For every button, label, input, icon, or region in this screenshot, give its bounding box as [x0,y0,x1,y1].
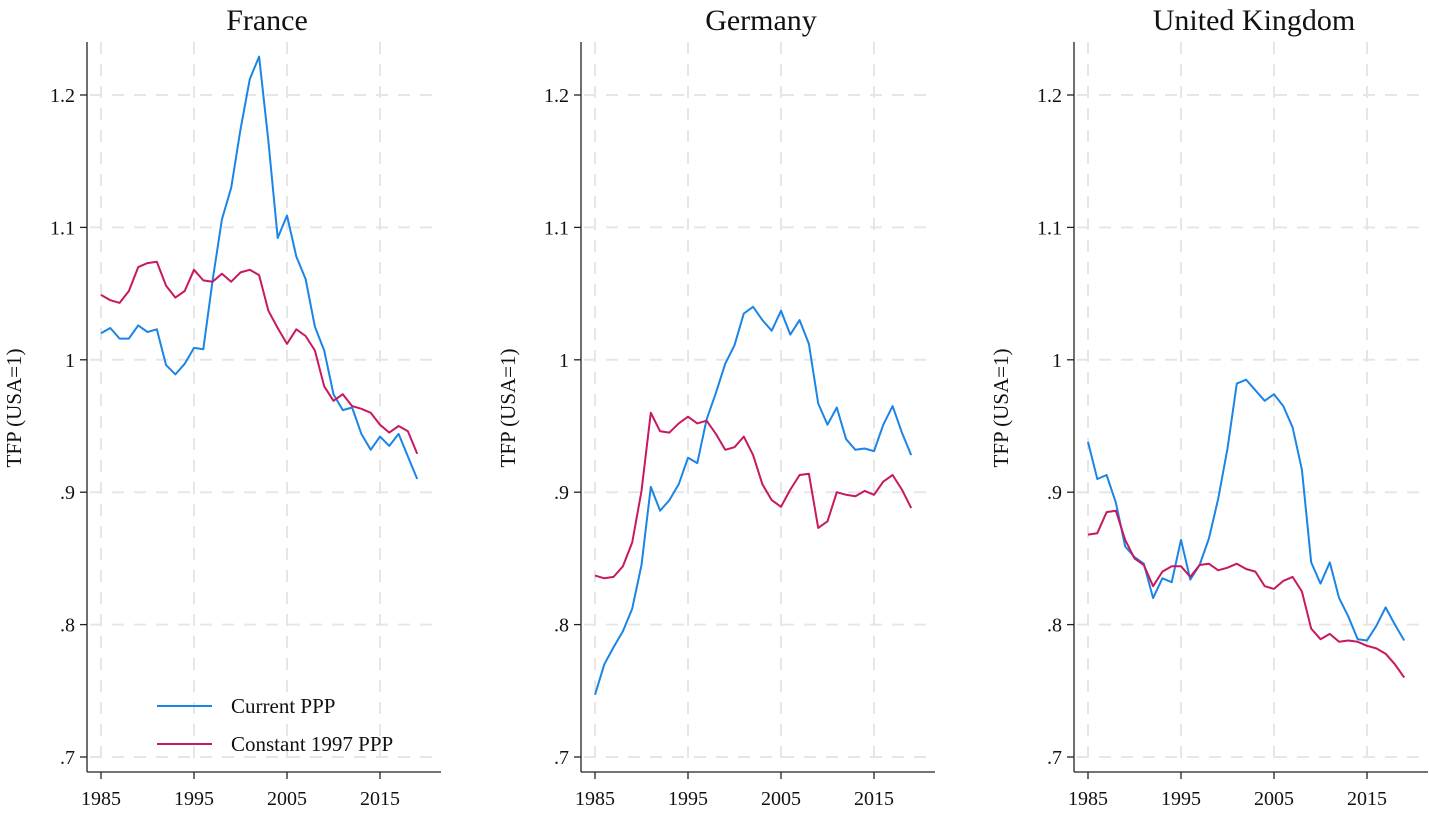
y-tick-label: .7 [554,747,569,769]
y-tick-label: 1.1 [544,217,569,239]
y-tick-label: .9 [60,482,75,504]
y-tick-label: 1 [65,350,75,372]
y-tick-label: .7 [60,747,75,769]
y-tick-label: .8 [554,615,569,637]
series-line-constant-1997-ppp [1087,509,1406,679]
y-tick-label: 1.2 [50,85,75,107]
panel-title: United Kingdom [1153,4,1356,37]
x-tick-label: 2015 [360,788,400,810]
y-axis-label: TFP (USA=1) [989,348,1013,467]
y-tick-label: 1.2 [544,85,569,107]
y-axis-label: TFP (USA=1) [496,348,520,467]
y-tick-label: .9 [554,482,569,504]
x-tick-label: 1985 [81,788,121,810]
x-tick-label: 2005 [761,788,801,810]
series-line-current-ppp [1087,378,1406,642]
y-tick-label: 1.2 [1037,85,1062,107]
series-line-current-ppp [594,305,913,696]
x-tick-label: 1995 [668,788,708,810]
y-axis-label: TFP (USA=1) [2,348,26,467]
y-tick-label: .8 [1047,615,1062,637]
series-line-constant-1997-ppp [594,411,913,580]
y-tick-label: 1 [1052,350,1062,372]
x-tick-label: 1995 [1161,788,1201,810]
panel-title: France [226,4,308,37]
y-tick-label: 1 [559,350,569,372]
x-tick-label: 1985 [575,788,615,810]
series-line-current-ppp [100,55,419,480]
y-tick-label: 1.1 [1037,217,1062,239]
series-line-constant-1997-ppp [100,260,419,455]
y-tick-label: .7 [1047,747,1062,769]
y-tick-label: .8 [60,615,75,637]
x-tick-label: 1985 [1068,788,1108,810]
y-tick-label: .9 [1047,482,1062,504]
panel-title: Germany [705,4,817,37]
y-tick-label: 1.1 [50,217,75,239]
x-tick-label: 2015 [854,788,894,810]
x-tick-label: 1995 [174,788,214,810]
x-tick-label: 2005 [267,788,307,810]
legend-label: Constant 1997 PPP [231,732,393,756]
x-tick-label: 2015 [1347,788,1387,810]
x-tick-label: 2005 [1254,788,1294,810]
legend-label: Current PPP [231,694,335,718]
